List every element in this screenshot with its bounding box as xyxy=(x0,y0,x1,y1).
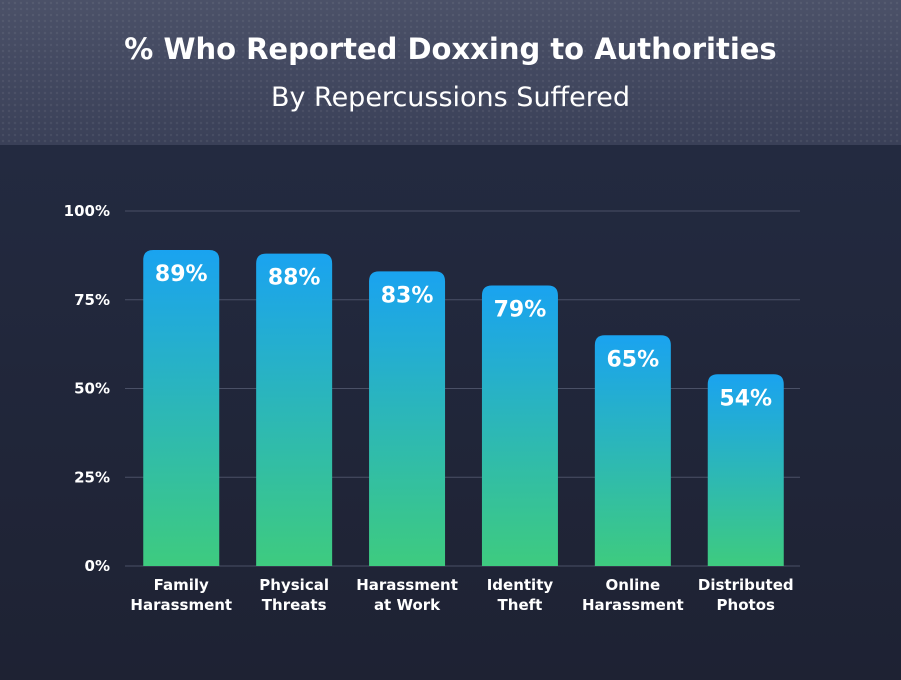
bar-5 xyxy=(594,335,671,566)
grid-lines xyxy=(125,210,800,567)
category-label-1: Family Harassment xyxy=(130,576,232,614)
header-dot-pattern xyxy=(0,0,901,145)
data-label-1: 89% xyxy=(155,262,208,287)
data-label-6: 54% xyxy=(719,386,772,411)
category-label-4: Identity Theft xyxy=(487,576,554,614)
category-label-3: Harassment at Work xyxy=(356,576,458,614)
data-label-2: 88% xyxy=(268,266,321,291)
data-label-3: 83% xyxy=(381,283,434,308)
data-label-5: 65% xyxy=(607,347,660,372)
category-label-5: Online Harassment xyxy=(582,576,684,614)
data-label-4: 79% xyxy=(494,298,547,323)
y-tick-label-100: 100% xyxy=(64,202,110,220)
chart-title: % Who Reported Doxxing to Authorities xyxy=(124,32,777,66)
y-axis-ticks: 0% 25% 50% 75% 100% xyxy=(64,202,110,575)
category-labels: Family Harassment Physical Threats Harassmen… xyxy=(130,576,793,614)
chart-subtitle: By Repercussions Suffered xyxy=(270,82,631,113)
bar-6 xyxy=(707,374,784,566)
y-tick-label-0: 0% xyxy=(85,557,110,575)
category-label-2: Physical Threats xyxy=(259,576,329,614)
bar-1 xyxy=(143,250,220,567)
header-banner: % Who Reported Doxxing to Authorities By… xyxy=(0,0,901,145)
category-label-6: Distributed Photos xyxy=(698,576,794,614)
bar-4 xyxy=(481,285,558,566)
bars xyxy=(143,250,784,567)
bar-2 xyxy=(256,253,333,566)
data-labels: 89% 88% 83% 79% 65% 54% xyxy=(155,262,772,411)
y-tick-label-75: 75% xyxy=(74,291,110,309)
y-tick-label-50: 50% xyxy=(74,380,110,398)
y-tick-label-25: 25% xyxy=(74,468,110,486)
bar-3 xyxy=(369,271,446,566)
